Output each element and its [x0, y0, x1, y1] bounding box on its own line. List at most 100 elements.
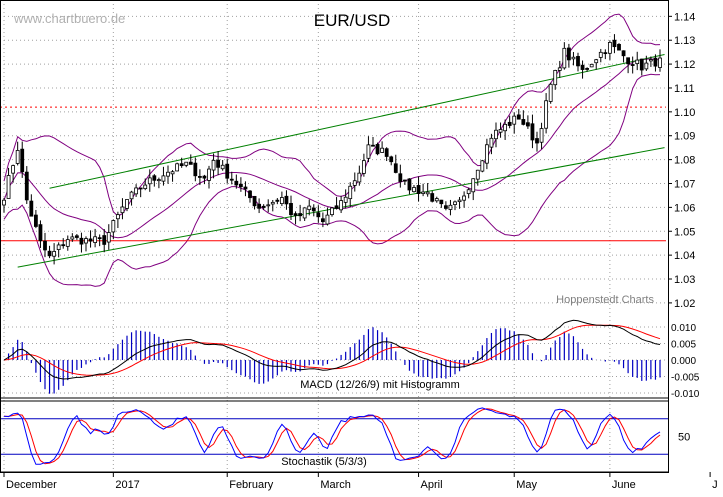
candle-body [475, 169, 480, 180]
candle-body [530, 123, 535, 141]
x-tick-label: December [6, 479, 57, 491]
candle-body [357, 172, 362, 183]
stochastic-k-line [3, 407, 661, 465]
macd-tick-label: 0.005 [671, 339, 696, 350]
candle-body [585, 68, 590, 70]
candle-body [471, 178, 476, 193]
candle-body [544, 100, 549, 129]
candle-body [525, 122, 530, 127]
candle-body [571, 56, 576, 60]
candle-body [407, 178, 412, 191]
candle-body [371, 144, 375, 147]
candle-body [289, 203, 293, 216]
candle-body [393, 163, 398, 173]
candle-body [439, 199, 444, 205]
candle-body [70, 236, 75, 240]
x-tick-label: April [421, 479, 443, 491]
candle-body [6, 175, 11, 199]
candle-body [580, 64, 585, 70]
candle-body [617, 43, 621, 51]
candle-body [316, 212, 321, 218]
candle-body [229, 178, 234, 181]
y-tick-label: 1.03 [674, 274, 695, 286]
candle-body [348, 185, 353, 200]
candle-body [648, 59, 653, 62]
candle-body [598, 51, 603, 58]
stochastic-tick-label: 50 [678, 432, 690, 444]
y-tick-label: 1.11 [674, 83, 695, 95]
candle-body [298, 213, 303, 217]
bollinger-lower [3, 73, 661, 287]
candle-body [216, 159, 221, 168]
candle-body [74, 235, 79, 238]
macd-tick-label: 0.010 [671, 323, 696, 334]
candle-body [93, 236, 98, 243]
candle-body [658, 57, 662, 68]
candle-body [384, 148, 389, 157]
candle-body [125, 199, 129, 209]
candle-body [566, 47, 571, 61]
candle-body [156, 179, 161, 182]
stochastic-title: Stochastik (5/3/3) [281, 456, 367, 468]
candle-body [252, 195, 257, 207]
macd-signal-line [3, 324, 661, 376]
candle-body [539, 128, 544, 143]
candle-body [147, 177, 152, 185]
candle-body [47, 250, 52, 257]
candle-body [639, 58, 644, 71]
candle-body [29, 200, 34, 217]
candle-body [480, 160, 485, 172]
candle-body [421, 191, 426, 194]
candle-body [152, 175, 157, 181]
candle-body [644, 62, 649, 70]
bollinger-upper [3, 13, 661, 217]
y-tick-label: 1.02 [674, 298, 695, 310]
candle-body [52, 251, 57, 257]
candle-body [320, 218, 325, 223]
candle-body [261, 205, 266, 208]
candle-body [211, 159, 216, 171]
candle-body [138, 187, 143, 190]
candle-body [339, 200, 344, 211]
candle-body [402, 179, 407, 182]
candle-body [161, 175, 166, 182]
candle-body [484, 144, 489, 164]
candle-body [457, 199, 462, 203]
candle-body [266, 204, 271, 207]
y-tick-label: 1.10 [674, 107, 695, 119]
candle-body [129, 191, 134, 200]
y-tick-label: 1.12 [674, 59, 695, 71]
candle-body [115, 214, 120, 220]
candle-body [143, 184, 148, 190]
candle-body [175, 163, 180, 172]
candle-body [279, 197, 284, 204]
credit-label: Hoppenstedt Charts [556, 294, 654, 306]
candle-body [220, 164, 225, 170]
macd-tick-label: -0.005 [671, 373, 700, 384]
candle-body [434, 198, 439, 202]
stochastic-d-line [3, 408, 661, 465]
candle-body [97, 237, 102, 240]
candle-body [166, 171, 170, 177]
candle-body [24, 171, 29, 201]
macd-panel [3, 319, 661, 394]
candle-body [494, 129, 498, 140]
candle-body [576, 56, 580, 67]
candle-body [15, 150, 20, 164]
candle-body [594, 59, 599, 64]
candle-body [626, 57, 631, 65]
macd-line [3, 319, 661, 380]
candle-body [102, 235, 107, 245]
channel-upper-line [49, 54, 665, 189]
price-panel [0, 13, 666, 287]
candle-body [412, 187, 416, 193]
candle-body [284, 195, 289, 205]
candle-body [398, 173, 403, 182]
x-tick-label: June [612, 479, 636, 491]
y-tick-label: 1.06 [674, 202, 695, 214]
candle-body [170, 171, 175, 175]
candle-body [425, 191, 430, 195]
candle-body [207, 168, 211, 181]
